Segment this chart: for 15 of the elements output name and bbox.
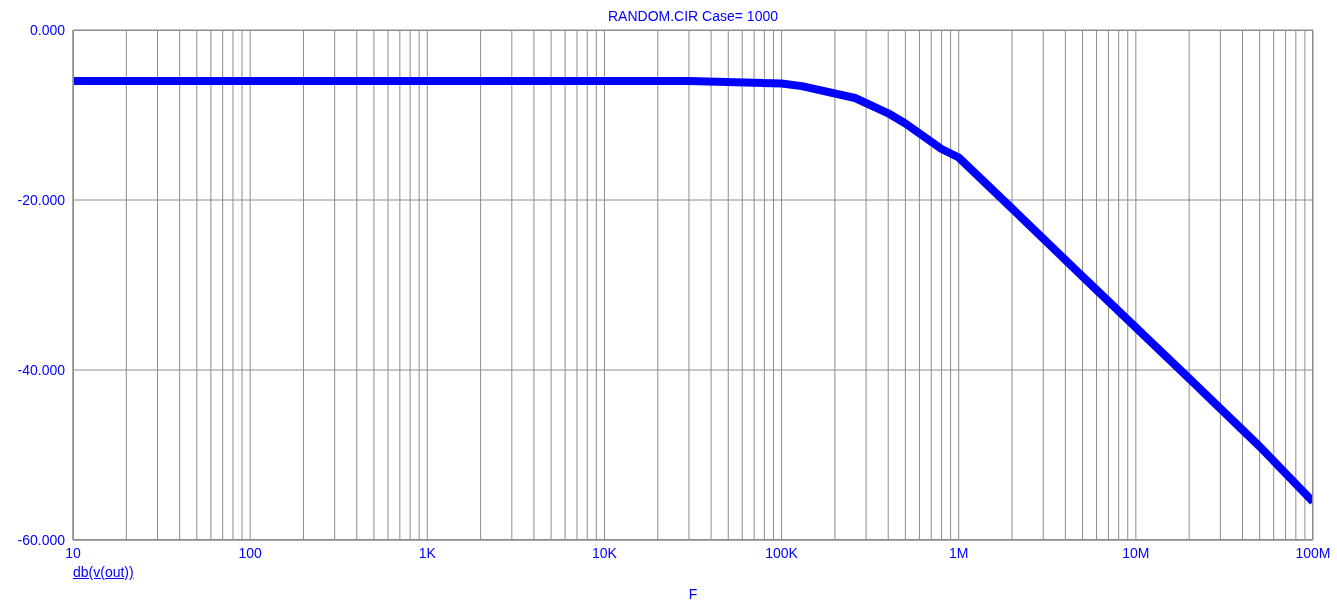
x-tick-label: 10M: [1122, 544, 1150, 561]
y-tick-label: -20.000: [17, 191, 66, 208]
x-tick-label: 100M: [1295, 544, 1331, 561]
x-tick-label: 1M: [948, 544, 969, 561]
chart-title: RANDOM.CIR Case= 1000: [607, 8, 779, 24]
x-tick-label: 100K: [765, 544, 799, 561]
y-tick-label: 0.000: [29, 21, 66, 38]
text: db(v(out)): [73, 564, 134, 580]
y-tick-label: -40.000: [17, 361, 66, 378]
x-tick-label: 10: [65, 544, 81, 561]
x-tick-label: 10K: [591, 544, 618, 561]
x-axis-title: F: [687, 586, 699, 602]
y-tick-label: -60.000: [17, 531, 66, 548]
x-tick-label: 1K: [418, 544, 437, 561]
x-tick-label: 100: [238, 544, 263, 561]
